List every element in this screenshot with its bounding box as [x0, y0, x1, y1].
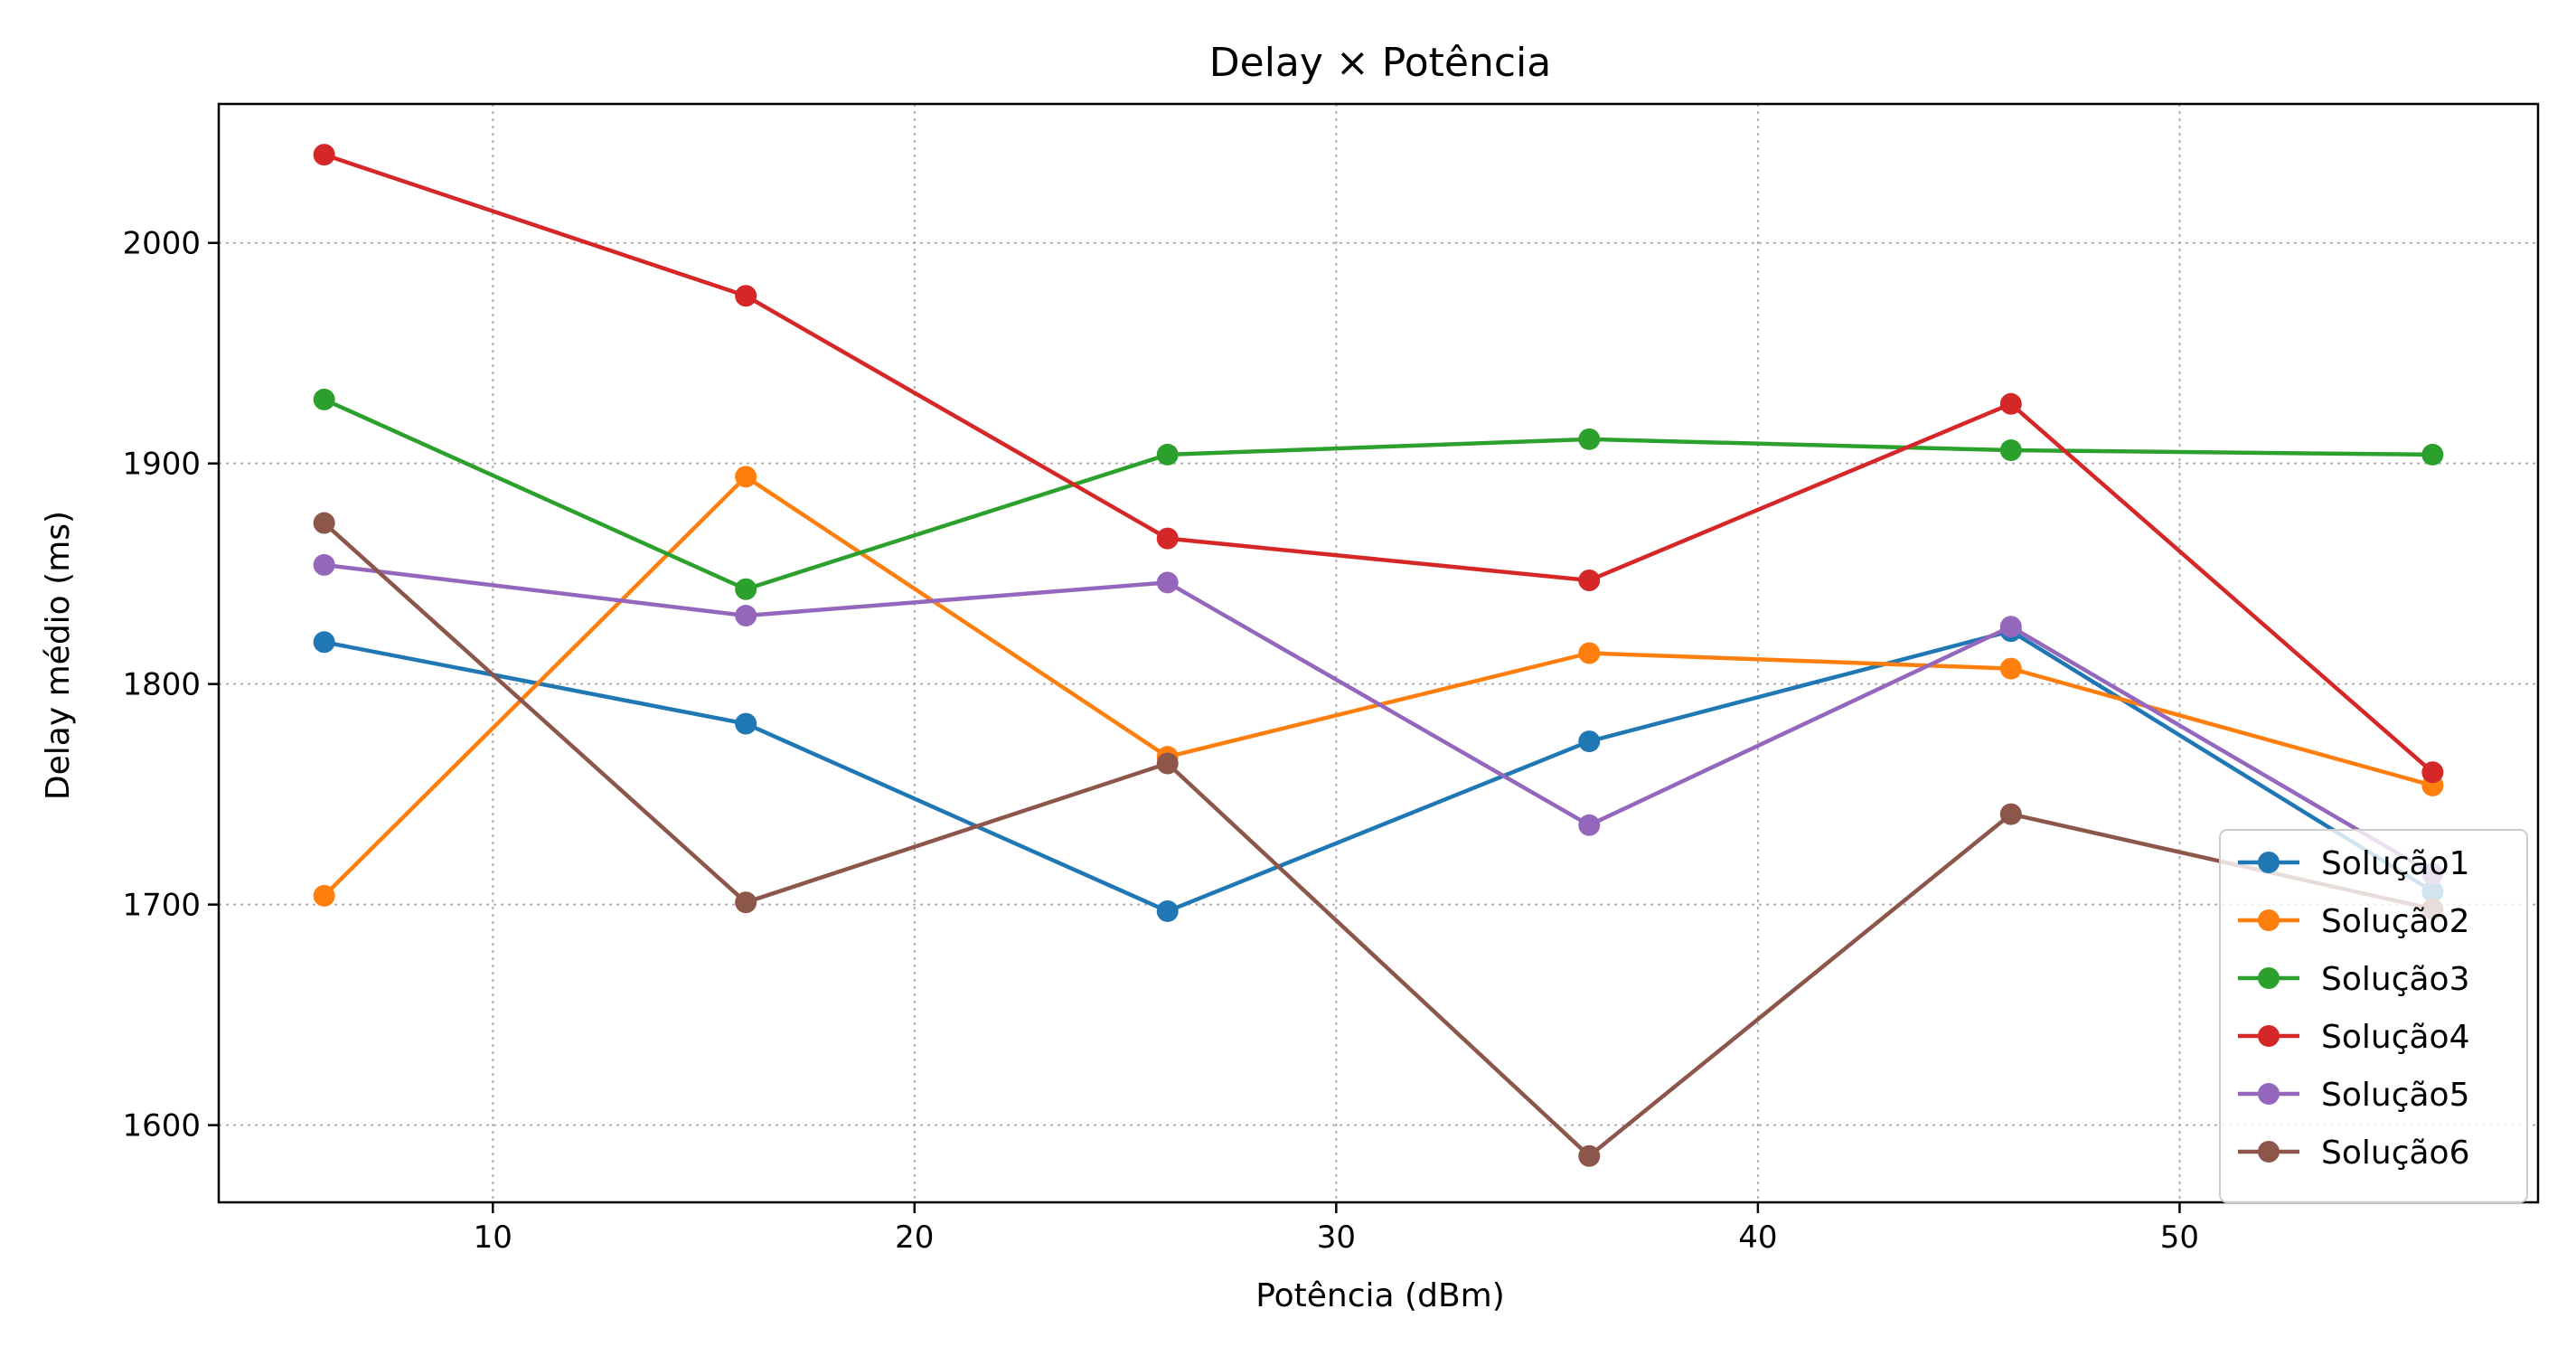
data-point: [1156, 571, 1179, 594]
y-tick-label: 1600: [122, 1108, 201, 1144]
legend-swatch-marker: [2258, 852, 2280, 873]
data-point: [313, 512, 335, 534]
y-tick-label: 2000: [122, 226, 201, 262]
x-tick-label: 20: [895, 1219, 934, 1256]
series-line: [323, 397, 2433, 591]
y-tick-label: 1800: [122, 667, 201, 703]
data-point: [1578, 1144, 1601, 1167]
x-axis-label: Potência (dBm): [1255, 1277, 1505, 1314]
data-point: [735, 605, 757, 627]
legend-label: Solução3: [2321, 961, 2469, 998]
data-point: [2421, 443, 2444, 466]
x-tick-label: 40: [1738, 1219, 1777, 1256]
legend-swatch-marker: [2258, 1083, 2280, 1105]
legend: Solução1 Solução2 Solução3 Solução4 Solução5…: [2219, 829, 2528, 1203]
legend-box: [2219, 829, 2528, 1203]
legend-swatch-marker: [2258, 909, 2280, 931]
series-1: [313, 620, 2444, 922]
legend-item: Solução3: [2238, 961, 2469, 998]
grid: [219, 104, 2538, 1202]
data-point: [735, 285, 757, 307]
axis-ticks: 10 20 30 40 50 1600 1700 1800 1900 2000: [122, 226, 2199, 1256]
legend-label: Solução2: [2321, 903, 2469, 940]
y-tick-label: 1900: [122, 447, 201, 483]
legend-label: Solução6: [2321, 1135, 2469, 1172]
data-point: [313, 553, 335, 576]
data-point: [1999, 657, 2022, 680]
data-point: [1578, 814, 1601, 836]
legend-label: Solução1: [2321, 845, 2469, 882]
series-layer: [313, 144, 2444, 1167]
plot-frame: [217, 102, 2540, 1204]
legend-swatch-marker: [2258, 967, 2280, 989]
data-point: [1999, 616, 2022, 638]
legend-swatch-marker: [2258, 1141, 2280, 1163]
data-point: [735, 578, 757, 600]
series-3: [313, 388, 2444, 600]
data-point: [1156, 527, 1179, 550]
data-point: [1578, 642, 1601, 664]
data-point: [1156, 752, 1179, 775]
legend-label: Solução5: [2321, 1077, 2469, 1114]
data-point: [1156, 443, 1179, 466]
chart-title: Delay × Potência: [1209, 40, 1552, 86]
legend-swatch-marker: [2258, 1025, 2280, 1047]
data-point: [313, 144, 335, 166]
legend-label: Solução4: [2321, 1019, 2469, 1056]
data-point: [1156, 899, 1179, 922]
data-point: [313, 631, 335, 654]
legend-item: Solução4: [2238, 1019, 2469, 1056]
data-point: [313, 388, 335, 410]
series-line: [323, 152, 2434, 774]
y-axis-label: Delay médio (ms): [40, 511, 77, 800]
x-tick-label: 50: [2160, 1219, 2199, 1256]
series-line: [324, 562, 2434, 876]
legend-item: Solução5: [2238, 1077, 2469, 1114]
series-6: [313, 512, 2444, 1167]
series-4: [313, 144, 2444, 784]
legend-item: Solução2: [2238, 903, 2469, 940]
legend-item: Solução6: [2238, 1135, 2469, 1172]
data-point: [1999, 439, 2022, 462]
legend-item: Solução1: [2238, 845, 2469, 882]
data-point: [1999, 392, 2022, 415]
data-point: [1578, 569, 1601, 591]
series-line: [324, 628, 2434, 914]
data-point: [735, 712, 757, 735]
series-line: [323, 521, 2433, 1159]
series-5: [313, 553, 2444, 885]
y-tick-label: 1700: [122, 888, 201, 924]
data-point: [1578, 730, 1601, 753]
x-tick-label: 30: [1317, 1219, 1356, 1256]
data-point: [1999, 803, 2022, 825]
x-tick-label: 10: [474, 1219, 512, 1256]
data-point: [313, 884, 335, 907]
data-point: [1578, 428, 1601, 450]
data-point: [735, 466, 757, 488]
data-point: [2421, 761, 2444, 784]
data-point: [735, 891, 757, 914]
